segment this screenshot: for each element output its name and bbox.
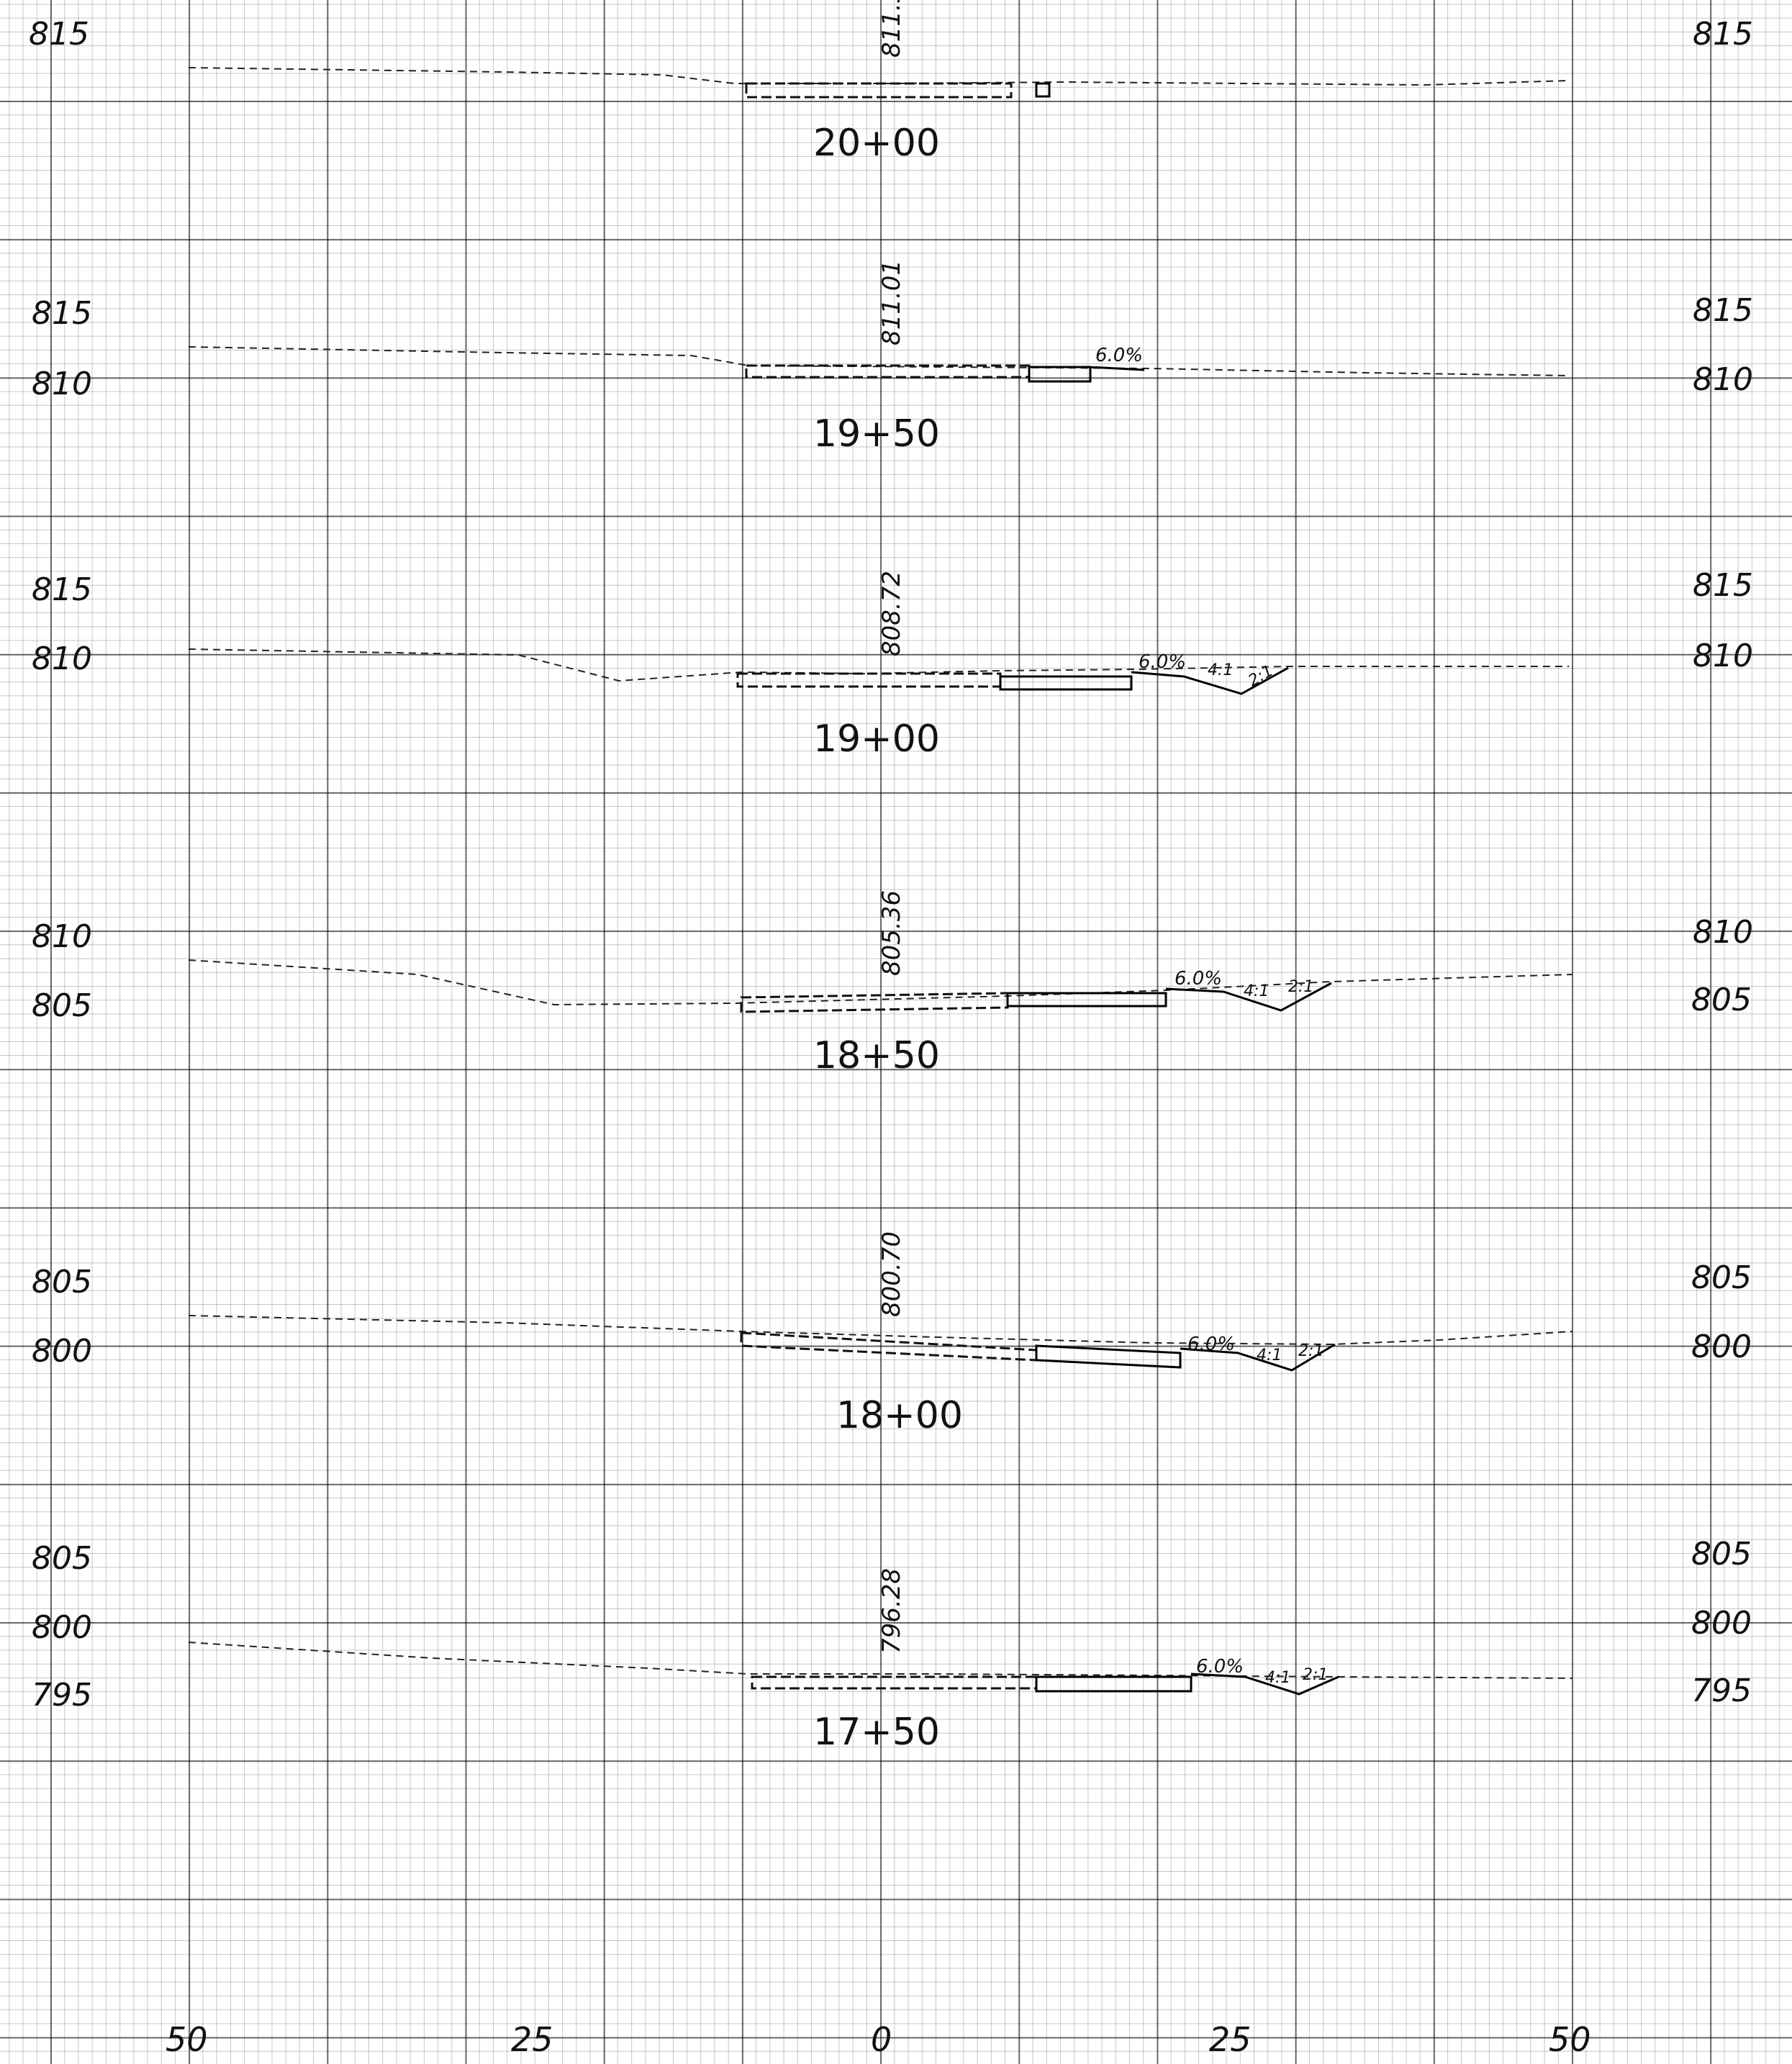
- station-label: 19+00: [813, 718, 940, 761]
- right-elevation-label: 800: [1691, 1329, 1752, 1365]
- existing-pavement-outline: [740, 1331, 1038, 1362]
- offset-tick-label: 50: [166, 2020, 208, 2059]
- right-elevation-label: 795: [1691, 1673, 1752, 1709]
- station-label: 18+00: [836, 1394, 963, 1437]
- offset-tick-label: 50: [1549, 2020, 1591, 2059]
- cross-slope-label: 6.0%: [1175, 968, 1222, 990]
- left-elevation-label: 815: [29, 16, 89, 53]
- proposed-section-outline: [1028, 366, 1145, 383]
- back-slope-label: 2:1: [1298, 1342, 1323, 1360]
- fill-slope-label: 4:1: [1208, 661, 1233, 679]
- offset-tick-label: 0: [871, 2020, 892, 2059]
- right-elevation-label: 805: [1691, 1259, 1752, 1296]
- right-elevation-label: 805: [1691, 982, 1752, 1018]
- fill-slope-label: 4:1: [1244, 982, 1269, 1000]
- cross-slope-label: 6.0%: [1139, 651, 1186, 673]
- station-label: 19+50: [813, 412, 940, 456]
- left-elevation-label: 795: [32, 1677, 92, 1714]
- existing-pavement-outline: [736, 672, 1002, 688]
- cross-section-18-50: 810 805 810 805 805.36 6.0% 4:1 2:1 18+5…: [32, 890, 1753, 1077]
- right-elevation-label: 810: [1693, 914, 1753, 951]
- left-elevation-label: 810: [32, 366, 92, 402]
- left-elevation-label: 805: [32, 1540, 92, 1577]
- cross-section-20-00: 815 815 811.50 20+00: [29, 0, 1753, 165]
- right-elevation-label: 805: [1691, 1536, 1752, 1572]
- left-elevation-label: 805: [32, 1264, 92, 1300]
- existing-pavement-outline: [751, 1675, 1038, 1690]
- centerline-elevation-label: 811.50: [877, 0, 906, 58]
- offset-tick-label: 25: [511, 2020, 553, 2059]
- centerline-elevation-label: 808.72: [877, 571, 906, 656]
- existing-pavement-outline: [740, 992, 1009, 1013]
- cross-section-17-50: 805 800 795 805 800 795 796.28 6.0% 4:1 …: [32, 1536, 1752, 1754]
- left-elevation-label: 800: [32, 1609, 92, 1646]
- centerline-elevation-label: 800.70: [877, 1231, 906, 1317]
- back-slope-label: 2:1: [1288, 978, 1313, 996]
- cross-section-18-00: 805 800 805 800 800.70 6.0% 4:1 2:1 18+0…: [32, 1231, 1752, 1437]
- back-slope-label: 2:1: [1246, 662, 1277, 690]
- left-elevation-label: 805: [32, 987, 92, 1024]
- existing-ground-line: [188, 959, 1573, 1006]
- station-label: 17+50: [813, 1711, 940, 1754]
- right-elevation-label: 810: [1693, 361, 1753, 398]
- existing-ground-line: [188, 346, 1570, 376]
- station-label: 20+00: [813, 122, 940, 165]
- existing-ground-line: [188, 1642, 1573, 1679]
- cross-slope-label: 6.0%: [1196, 1656, 1244, 1678]
- right-elevation-label: 810: [1693, 638, 1753, 674]
- existing-pavement-outline: [745, 82, 1013, 99]
- right-elevation-label: 815: [1693, 16, 1753, 53]
- centerline-elevation-label: 811.01: [877, 260, 906, 345]
- cross-slope-label: 6.0%: [1187, 1334, 1235, 1355]
- left-elevation-label: 815: [32, 571, 92, 608]
- right-elevation-label: 800: [1691, 1605, 1752, 1642]
- fill-slope-label: 4:1: [1257, 1346, 1282, 1364]
- left-elevation-label: 800: [32, 1333, 92, 1370]
- cross-slope-label: 6.0%: [1095, 345, 1143, 366]
- back-slope-label: 2:1: [1303, 1666, 1328, 1684]
- fill-slope-label: 4:1: [1265, 1669, 1290, 1687]
- cross-section-19-00: 815 810 815 810 808.72 6.0% 4:1 2:1 19+0…: [32, 567, 1753, 761]
- left-elevation-label: 815: [32, 295, 92, 332]
- right-elevation-label: 815: [1693, 567, 1753, 604]
- offset-axis: 50 25 0 25 50: [166, 2020, 1591, 2059]
- proposed-section-outline: [999, 666, 1289, 695]
- station-label: 18+50: [813, 1034, 940, 1077]
- centerline-elevation-label: 805.36: [877, 890, 906, 976]
- centerline-elevation-label: 796.28: [877, 1568, 906, 1654]
- left-elevation-label: 810: [32, 641, 92, 677]
- proposed-section-outline: [1006, 982, 1332, 1012]
- cross-section-19-50: 815 810 815 810 811.01 6.0% 19+50: [32, 260, 1753, 456]
- right-elevation-label: 815: [1693, 292, 1753, 329]
- left-elevation-label: 810: [32, 918, 92, 955]
- proposed-section-outline: [1035, 1343, 1336, 1372]
- existing-ground-line: [188, 67, 1570, 86]
- proposed-section-outline: [1035, 1673, 1339, 1696]
- existing-ground-line: [188, 1315, 1573, 1346]
- offset-tick-label: 25: [1209, 2020, 1252, 2059]
- existing-ground-line: [188, 648, 1569, 682]
- proposed-section-outline: [1035, 82, 1051, 98]
